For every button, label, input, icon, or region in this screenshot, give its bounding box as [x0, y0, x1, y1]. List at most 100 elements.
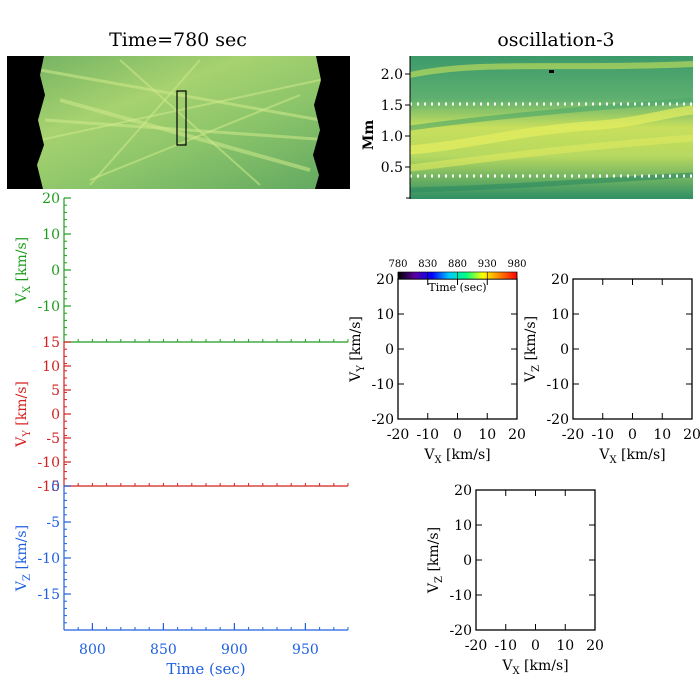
plot-frame: [397, 278, 518, 420]
ylabel-label-unit: [km/s]: [348, 316, 364, 365]
y-tick-label: 0: [385, 342, 394, 358]
ylabel-label-unit: [km/s]: [523, 316, 539, 365]
ylabel-label-main: V: [523, 371, 539, 383]
x-tick-label: 20: [508, 427, 526, 443]
plot-frame: [572, 278, 693, 420]
y-tick-label: -5: [46, 515, 60, 531]
right-image-panel: oscillation-3 2.0 1.5 1.0 0.5 Mm: [361, 29, 694, 199]
y-tick-label: 0: [51, 479, 60, 495]
left-image-title: Time=780 sec: [109, 29, 247, 51]
x-tick-label: 0: [453, 427, 462, 443]
ylabel-label: VX [km/s]: [14, 237, 33, 304]
right-image-ytick: 1.0: [381, 129, 403, 145]
right-image-y-axis: 2.0 1.5 1.0 0.5 Mm: [361, 56, 411, 199]
y-tick-label: 10: [42, 227, 60, 243]
xlabel-label-sub: X: [512, 666, 520, 677]
y-tick-label: 20: [454, 483, 472, 499]
ylabel-label-sub: Z: [434, 576, 445, 583]
left-image-streaks: [39, 59, 331, 186]
xlabel-label: VX [km/s]: [598, 447, 665, 466]
x-tick-label: -10: [494, 638, 517, 654]
vy-time-plot: 15 10 5 0 -5 -10 -15 VY [km/s]: [14, 335, 349, 495]
position-marker: [549, 70, 554, 73]
y-tick-label: 10: [454, 518, 472, 534]
y-tick-label: -10: [371, 377, 394, 393]
xlabel-label-sub: X: [434, 455, 442, 466]
xlabel-label-unit: [km/s]: [520, 658, 569, 674]
right-mask: [313, 56, 350, 189]
left-image-field: [7, 56, 350, 189]
x-tick-label: 950: [292, 642, 319, 658]
ylabel-label-main: V: [14, 436, 30, 448]
colorbar-tick-label: 980: [507, 259, 526, 270]
ylabel-label-sub: Y: [356, 365, 367, 373]
left-mask: [7, 56, 45, 189]
x-tick-label: 0: [531, 638, 540, 654]
xlabel-label: VX [km/s]: [501, 658, 568, 677]
time-colorbar: 780 830 880 930 980 Time (sec): [388, 259, 526, 294]
ylabel-label-main: V: [426, 582, 442, 594]
y-tick-label: 20: [551, 272, 569, 288]
colorbar-tick-label: 880: [448, 259, 467, 270]
x-tick-label: 20: [683, 427, 700, 443]
ylabel-label-unit: [km/s]: [426, 527, 442, 576]
ylabel-label-unit: [km/s]: [14, 237, 30, 286]
right-image-ylabel: Mm: [361, 120, 377, 150]
ylabel-label: VZ [km/s]: [523, 316, 542, 383]
y-tick-label: -20: [546, 412, 569, 428]
ylabel-label: VY [km/s]: [348, 316, 367, 383]
y-tick-label: -10: [546, 377, 569, 393]
y-tick-label: -20: [449, 623, 472, 639]
ylabel-label-sub: Z: [22, 574, 33, 581]
y-tick-label: -10: [449, 588, 472, 604]
x-tick-label: 850: [150, 642, 177, 658]
y-tick-label: 0: [51, 407, 60, 423]
x-tick-label: -20: [387, 427, 410, 443]
xlabel-label-unit: [km/s]: [442, 447, 491, 463]
xlabel-label-unit: [km/s]: [617, 447, 666, 463]
ylabel-label-main: V: [14, 292, 30, 304]
xlabel-label-main: V: [423, 447, 435, 463]
left-image-panel: Time=780 sec: [7, 29, 350, 189]
ylabel-label-sub: Z: [531, 365, 542, 372]
x-tick-label: -10: [591, 427, 614, 443]
x-tick-label: -10: [416, 427, 439, 443]
x-axis-label: Time (sec): [166, 660, 245, 678]
ylabel-label-unit: [km/s]: [14, 381, 30, 430]
ylabel-label: VZ [km/s]: [14, 525, 33, 592]
y-tick-label: 10: [551, 307, 569, 323]
plot-frame: [475, 489, 596, 631]
x-tick-label: 10: [653, 427, 671, 443]
x-tick-label: 10: [478, 427, 496, 443]
xlabel-label: VX [km/s]: [423, 447, 490, 466]
y-tick-label: 10: [376, 307, 394, 323]
y-tick-label: -20: [371, 412, 394, 428]
right-image-title: oscillation-3: [497, 29, 614, 51]
ylabel-label-main: V: [14, 580, 30, 592]
x-tick-label: 10: [556, 638, 574, 654]
y-tick-label: -10: [37, 299, 60, 315]
x-tick-label: 20: [586, 638, 604, 654]
colorbar-tick-label: 830: [418, 259, 437, 270]
ylabel-label-main: V: [348, 371, 364, 383]
x-tick-label: -20: [465, 638, 488, 654]
x-tick-label: -20: [562, 427, 585, 443]
right-image-ytick: 2.0: [381, 67, 403, 83]
ylabel-label: VZ [km/s]: [426, 527, 445, 594]
colorbar-label: Time (sec): [428, 281, 486, 294]
y-tick-label: 5: [51, 383, 60, 399]
right-image-ytick: 1.5: [381, 98, 403, 114]
colorbar-tick-label: 780: [388, 259, 407, 270]
y-tick-label: 0: [463, 553, 472, 569]
selection-box: [176, 90, 187, 146]
xlabel-label-main: V: [501, 658, 513, 674]
y-tick-label: 10: [42, 359, 60, 375]
y-tick-label: 20: [376, 272, 394, 288]
y-tick-label: -15: [37, 587, 60, 603]
